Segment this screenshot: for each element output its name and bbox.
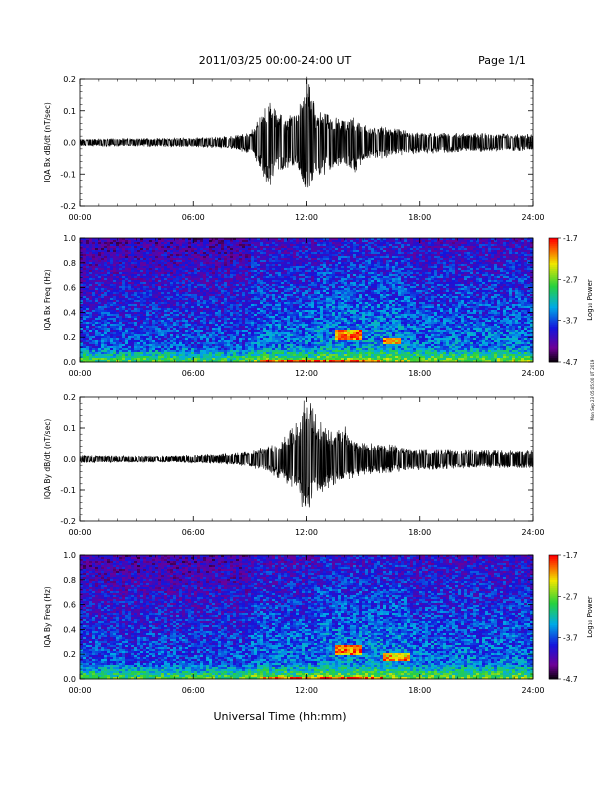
y-tick-label: 0.2 — [63, 75, 76, 84]
x-tick-label: 06:00 — [182, 213, 205, 222]
x-tick-label: 12:00 — [295, 213, 318, 222]
figure-title: 2011/03/25 00:00-24:00 UT — [199, 54, 352, 67]
y-tick-label: 0.0 — [63, 139, 76, 148]
y-tick-label: 0.1 — [63, 107, 76, 116]
y-axis-label: IQA Bx dB/dt (nT/sec) — [43, 102, 52, 183]
y-tick-label: -0.2 — [60, 202, 76, 211]
page-indicator: Page 1/1 — [478, 54, 526, 67]
x-tick-label: 18:00 — [408, 213, 431, 222]
x-tick-label: 24:00 — [521, 213, 544, 222]
signal-trace — [80, 77, 533, 187]
x-tick-label: 00:00 — [68, 213, 91, 222]
y-tick-label: -0.1 — [60, 170, 76, 179]
figure: 2011/03/25 00:00-24:00 UT Page 1/1 Unive… — [0, 0, 612, 792]
panel-1: 00:00 06:00 12:00 18:00 24:00 0.2 0.1 0.0 -0.1 -0… — [43, 75, 545, 222]
side-timestamp: Mon Sep 23 05:05:00 UT 2019 — [590, 359, 595, 420]
x-axis-label: Universal Time (hh:mm) — [214, 710, 347, 723]
